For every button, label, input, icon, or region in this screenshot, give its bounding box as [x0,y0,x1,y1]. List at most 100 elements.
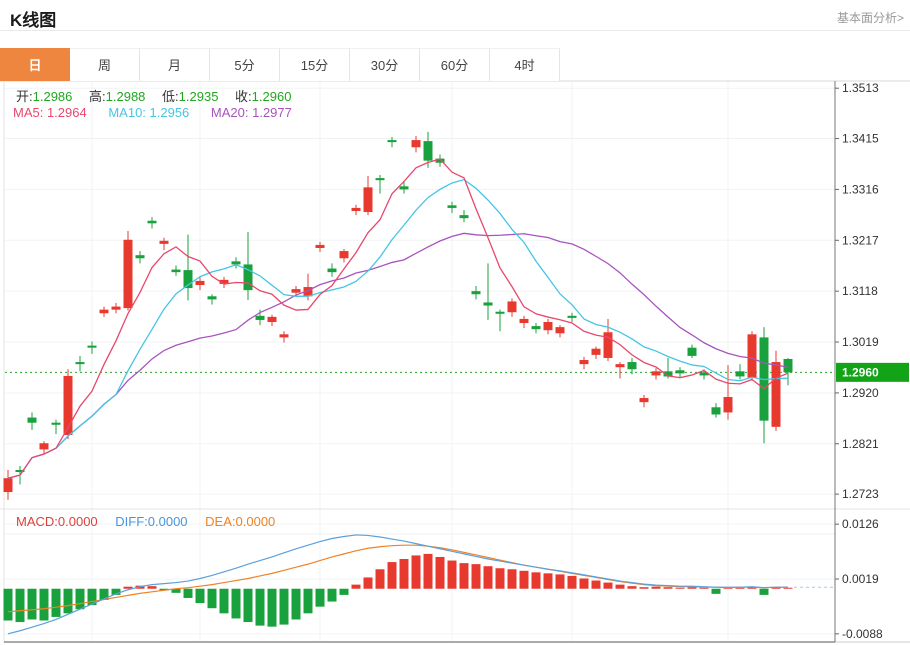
fundamental-analysis-link[interactable]: 基本面分析> [836,11,904,25]
candle-body [471,291,481,295]
candle-body [267,316,277,322]
tab-60min[interactable]: 60分 [420,48,490,81]
macd-bar [399,559,409,589]
tab-30min[interactable]: 30分 [350,48,420,81]
macd-bar [435,556,445,589]
macd-tick-label: 0.0126 [842,517,879,531]
candle-body [483,302,493,306]
candle-body [699,372,709,376]
tab-4hour[interactable]: 4时 [490,48,560,81]
candle-body [75,362,85,365]
macd-bar [771,587,781,589]
candle-body [411,140,421,148]
macd-bar [699,587,709,589]
price-tick-label: 1.3118 [842,284,878,298]
candle-body [135,255,145,259]
candle-body [531,326,541,330]
macd-bar [75,588,85,610]
candle-body [603,332,613,358]
candle-body [195,280,205,285]
macd-bar [123,586,133,589]
macd-bar [63,588,73,614]
close-value: 1.2960 [251,89,292,104]
macd-bar [207,588,217,609]
macd-bar [651,586,661,589]
candle-body [99,309,109,314]
candle-body [711,407,721,415]
macd-bar [567,575,577,589]
candle-body [507,301,517,313]
dea-line [7,544,788,613]
ma5-line [7,158,789,479]
macd-bar [231,588,241,619]
macd-bar [591,580,601,589]
candle-body [231,261,241,265]
macd-bar [183,588,193,598]
macd-bar [267,588,277,627]
candle-body [87,345,97,348]
macd-bar [375,569,385,589]
macd-bar [171,588,181,593]
candle-body [315,244,325,248]
macd-bar [759,588,769,595]
candle-body [123,239,133,309]
candle-body [591,348,601,355]
tab-month[interactable]: 月 [140,48,210,81]
diff-value: DIFF:0.0000 [115,514,188,529]
ma10-value: MA10: 1.2956 [108,105,190,120]
candle-body [447,205,457,208]
macd-bar [687,587,697,589]
macd-bar [111,588,121,595]
macd-bar [147,586,157,589]
current-price-tag [836,362,909,382]
tab-15min[interactable]: 15分 [280,48,350,81]
macd-bar [447,560,457,589]
price-tick-label: 1.2821 [842,437,879,451]
open-value: 1.2986 [32,89,73,104]
macd-bar [471,564,481,589]
candle-body [567,315,577,318]
macd-bar [615,584,625,589]
tab-week[interactable]: 周 [70,48,140,81]
candle-body [111,306,121,310]
macd-bar [27,588,37,620]
candle-body [27,417,37,423]
current-price-tag-label: 1.2960 [842,365,879,379]
tab-day[interactable]: 日 [0,48,70,81]
candle-body [615,364,625,368]
macd-bar [279,588,289,625]
macd-bar [543,573,553,589]
tab-5min[interactable]: 5分 [210,48,280,81]
candle-body [15,469,25,473]
open-label: 开: [16,89,33,104]
price-tick-label: 1.3019 [842,335,879,349]
ma20-line [7,232,789,479]
candle-body [147,220,157,224]
candle-body [675,370,685,374]
ohlc-readout: 开:1.2986 高:1.2988 低:1.2935 收:1.2960 [16,86,304,105]
macd-bar [327,588,337,602]
macd-bar [87,588,97,606]
price-tick-label: 1.3217 [842,233,879,247]
candle-body [207,296,217,300]
candle-body [519,318,529,324]
candle-body [435,158,445,163]
macd-bar [411,555,421,589]
close-label: 收: [235,89,252,104]
candle-body [555,327,565,334]
macd-bar [519,570,529,589]
macd-bar [555,574,565,589]
macd-bar [531,572,541,589]
page-title: K线图 [10,11,57,30]
candle-body [171,269,181,273]
macd-tick-label: -0.0088 [842,627,883,641]
ma10-line [7,178,789,479]
candle-body [159,240,169,244]
candle-body [243,264,253,291]
macd-bar [51,588,61,617]
candle-body [339,251,349,259]
candle-body [183,270,193,289]
candle-body [459,215,469,219]
low-label: 低: [162,89,179,104]
